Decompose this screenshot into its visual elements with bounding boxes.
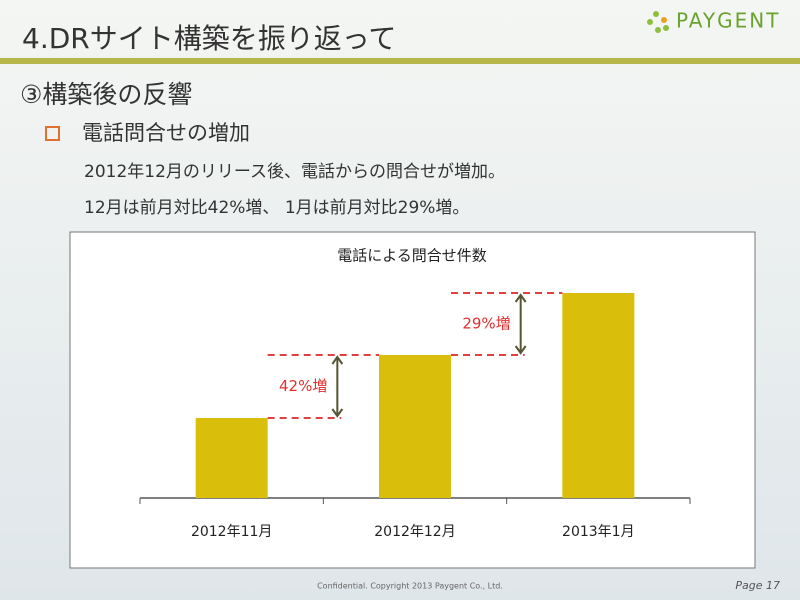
bar (195, 418, 268, 498)
page-number: Page 17 (735, 579, 780, 592)
section-heading: ③構築後の反響 (20, 80, 192, 109)
arrow-head (514, 345, 527, 355)
title-rule (0, 58, 800, 64)
change-label: 29%増 (462, 315, 510, 333)
bullet-heading: 電話問合せの増加 (82, 121, 250, 145)
arrow-head (331, 408, 344, 418)
bar (562, 293, 635, 498)
logo-dots (647, 11, 669, 33)
copyright: Confidential. Copyright 2013 Paygent Co.… (317, 582, 503, 591)
chart-title: 電話による問合せ件数 (337, 247, 487, 265)
body-line: 2012年12月のリリース後、電話からの問合せが増加。 (84, 162, 505, 182)
slide-title: 4.DRサイト構築を振り返って (22, 22, 396, 55)
x-tick-label: 2012年12月 (374, 524, 455, 540)
logo: PAYGENT (676, 9, 780, 33)
arrow-head (331, 355, 344, 365)
body-line: 12月は前月対比42%増、 1月は前月対比29%増。 (84, 198, 469, 218)
x-tick-label: 2013年1月 (562, 524, 635, 540)
arrow-head (514, 293, 527, 303)
bullet-icon (45, 126, 60, 141)
bar (379, 355, 451, 498)
change-label: 42%増 (279, 377, 327, 395)
x-tick-label: 2012年11月 (191, 524, 272, 540)
